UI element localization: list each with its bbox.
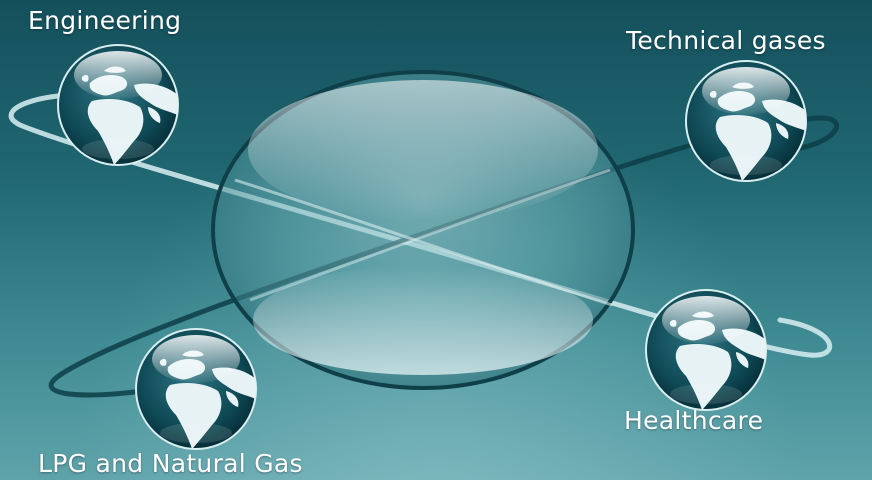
- globe-icon-healthcare[interactable]: [646, 290, 766, 410]
- globe-icon-technical-gases[interactable]: [686, 61, 806, 181]
- label-engineering[interactable]: Engineering: [28, 6, 182, 35]
- label-healthcare[interactable]: Healthcare: [624, 406, 764, 435]
- label-lpg-natural-gas[interactable]: LPG and Natural Gas: [38, 449, 303, 478]
- globe-icon-engineering[interactable]: [58, 45, 178, 165]
- label-technical-gases[interactable]: Technical gases: [626, 26, 826, 55]
- globe-icon-lpg[interactable]: [136, 329, 256, 449]
- center-glass-sphere: [211, 70, 635, 390]
